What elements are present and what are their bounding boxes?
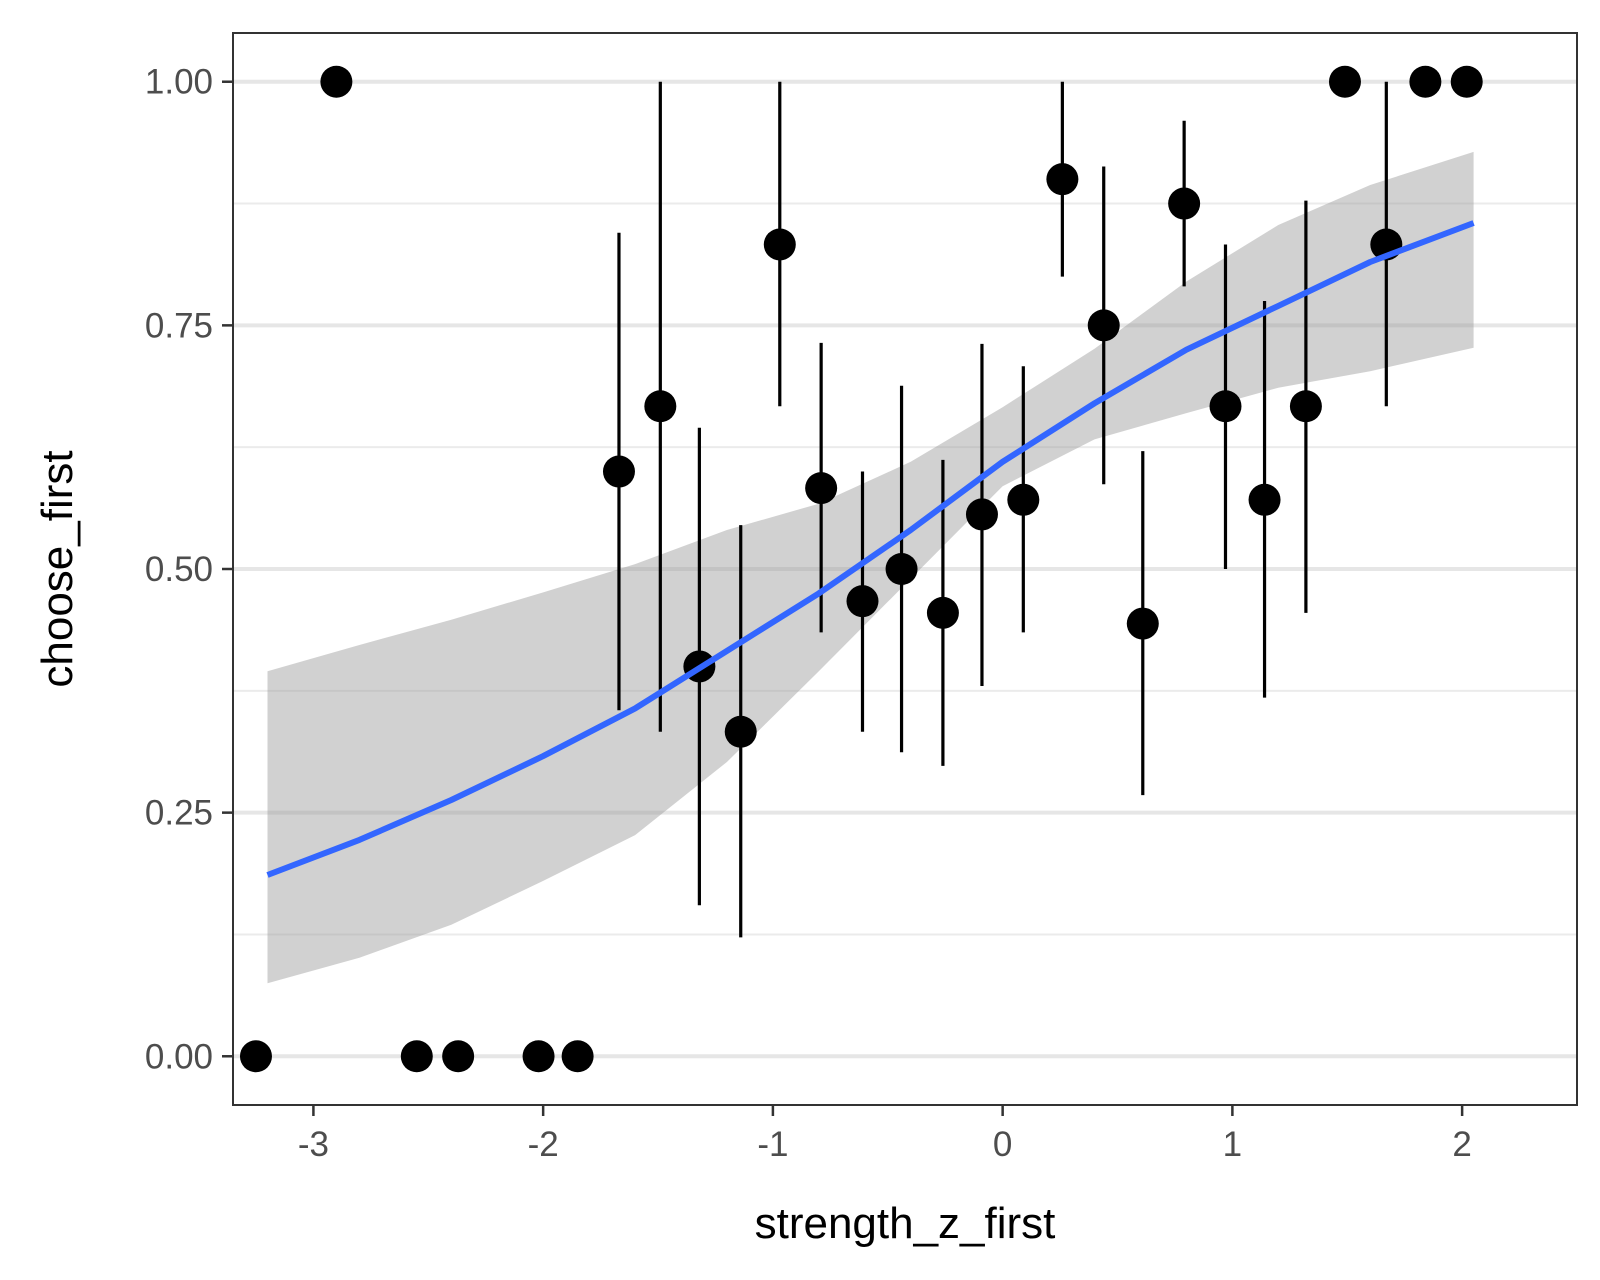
x-tick-label: -1 [757, 1125, 788, 1164]
x-tick-label: -2 [528, 1125, 559, 1164]
data-point [1087, 309, 1120, 342]
data-point [239, 1040, 272, 1073]
y-axis-ticks: 0.00 0.25 0.50 0.75 1.00 [145, 63, 233, 1076]
data-point [885, 553, 918, 585]
data-point [644, 390, 677, 423]
fit-line-layer [266, 220, 1475, 878]
data-point [1046, 163, 1079, 196]
x-tick-label: 0 [993, 1125, 1012, 1164]
data-points [239, 65, 1483, 1073]
y-tick-label: 0.25 [145, 794, 213, 833]
data-point [1450, 65, 1483, 98]
data-point [1209, 390, 1242, 423]
data-point [1007, 483, 1040, 516]
data-point [442, 1040, 475, 1073]
x-tick-label: -3 [298, 1125, 329, 1164]
y-tick-label: 1.00 [145, 63, 213, 102]
data-point [805, 472, 838, 505]
data-point [846, 585, 879, 618]
data-point [1126, 607, 1159, 640]
data-point [1248, 483, 1281, 516]
data-point [763, 228, 796, 261]
data-point [1289, 390, 1322, 423]
data-point [926, 596, 959, 629]
y-tick-label: 0.50 [145, 550, 213, 589]
data-point [1168, 187, 1201, 220]
x-axis-title: strength_z_first [755, 1199, 1056, 1248]
x-tick-label: 2 [1452, 1125, 1471, 1164]
x-tick-label: 1 [1223, 1125, 1242, 1164]
data-point [400, 1040, 433, 1073]
data-point [522, 1040, 555, 1073]
y-axis-title: choose_first [33, 450, 82, 687]
data-point [602, 455, 635, 488]
data-point [1409, 65, 1442, 98]
y-tick-label: 0.00 [145, 1037, 213, 1076]
y-tick-label: 0.75 [145, 306, 213, 345]
fit-line [266, 220, 1475, 878]
data-point [320, 65, 353, 98]
data-point [965, 498, 998, 531]
data-point [561, 1040, 594, 1073]
x-axis-ticks: -3 -2 -1 0 1 2 [298, 1105, 1472, 1164]
data-point [1328, 65, 1361, 98]
data-point [724, 715, 757, 748]
